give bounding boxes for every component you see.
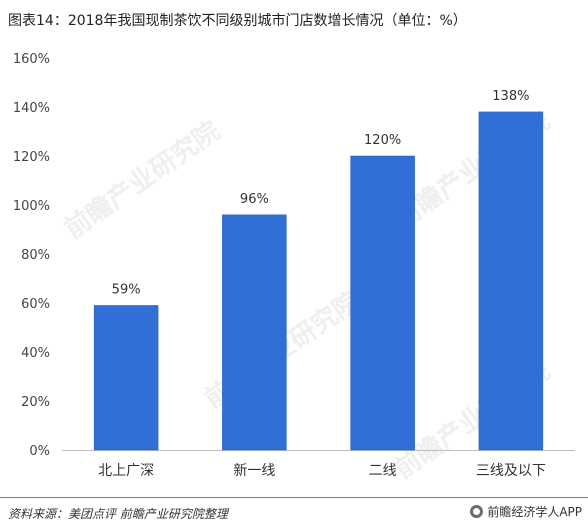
y-axis: 0% 20% 40% 60% 80% 100% 120% 140% 160% [13, 52, 50, 459]
y-tick-label: 140% [13, 101, 50, 116]
x-tick-label: 二线 [369, 463, 397, 479]
brand-logo-icon [470, 505, 484, 518]
y-tick-label: 160% [13, 52, 50, 67]
bar-value-label: 138% [492, 89, 529, 104]
x-axis: 北上广深 新一线 二线 三线及以下 [62, 450, 575, 479]
y-tick-label: 100% [13, 199, 50, 214]
y-tick-label: 0% [29, 444, 50, 459]
bar [222, 214, 287, 451]
y-tick-label: 40% [21, 346, 50, 361]
x-tick-label: 新一线 [233, 463, 275, 479]
chart-title: 图表14：2018年我国现制茶饮不同级别城市门店数增长情况（单位：%） [8, 13, 467, 29]
bar-value-label: 96% [240, 192, 269, 207]
bar-value-label: 120% [364, 133, 401, 148]
x-tick-label: 三线及以下 [476, 463, 546, 479]
y-tick-label: 20% [21, 395, 50, 410]
y-tick-label: 80% [21, 248, 50, 263]
footer-divider [0, 497, 588, 498]
y-tick-label: 60% [21, 297, 50, 312]
y-tick-label: 120% [13, 150, 50, 165]
bar [478, 111, 544, 451]
bar [350, 155, 415, 451]
bar [93, 305, 159, 451]
bar-value-label: 59% [112, 282, 141, 297]
brand-badge: 前瞻经济学人APP [470, 503, 582, 520]
brand-label: 前瞻经济学人APP [487, 505, 582, 519]
source-note: 资料来源：美团点评 前瞻产业研究院整理 [8, 507, 228, 521]
x-tick-label: 北上广深 [98, 463, 154, 479]
bars-group: 59% 96% 120% 138% [93, 89, 544, 451]
